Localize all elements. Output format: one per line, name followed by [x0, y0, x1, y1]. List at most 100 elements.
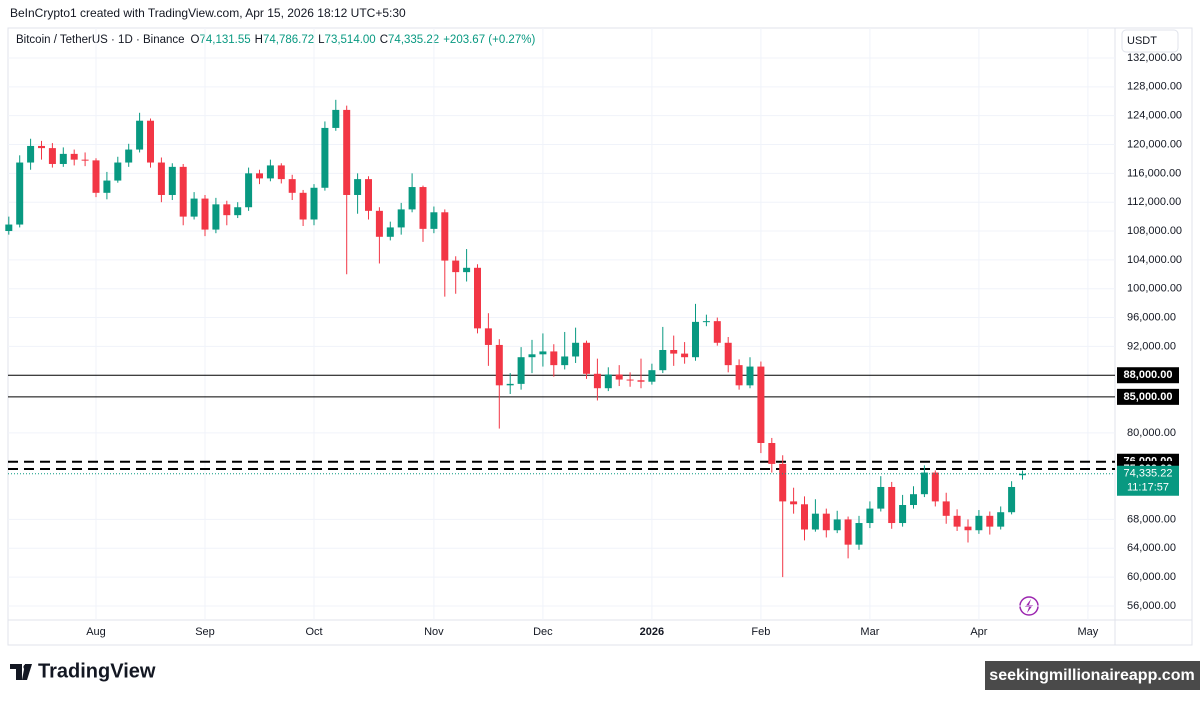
ohlc-value: 74,786.72	[263, 34, 314, 46]
credit: BeInCrypto1 created with TradingView.com…	[10, 6, 406, 20]
candle-body	[517, 357, 525, 384]
candle-body	[277, 165, 285, 180]
y-tick-label: 124,000.00	[1127, 110, 1182, 122]
candle-body	[484, 328, 492, 345]
candle-body	[452, 260, 460, 273]
candle-body	[332, 109, 340, 128]
currency-box	[1121, 29, 1179, 53]
candle-body	[430, 212, 438, 229]
candle-body	[942, 501, 950, 516]
candle-body	[648, 370, 656, 382]
candle-body	[931, 472, 939, 502]
y-tick-label: 104,000.00	[1127, 254, 1182, 266]
candle-body	[397, 209, 405, 228]
x-tick-label: Feb	[751, 626, 770, 638]
candle-body	[463, 267, 471, 273]
y-tick-label: 120,000.00	[1127, 138, 1182, 150]
x-tick-label: Nov	[424, 626, 444, 638]
candle-body	[212, 204, 220, 230]
candle-body	[593, 373, 601, 389]
candle-body	[550, 351, 558, 366]
candle-body	[844, 519, 852, 545]
candle-body	[801, 504, 808, 530]
candle-body	[997, 512, 1005, 527]
x-tick-label: Aug	[86, 626, 106, 638]
candle-body	[910, 494, 917, 506]
ohlc-key: H	[255, 34, 263, 46]
candle-body	[256, 173, 263, 179]
candle-body	[746, 366, 754, 386]
candle-body	[822, 513, 830, 531]
candle-body	[877, 486, 885, 509]
change: +203.67 (+0.27%)	[443, 34, 535, 46]
x-tick-label: May	[1078, 626, 1099, 638]
candle-body	[1019, 473, 1026, 476]
candle-body	[441, 212, 449, 261]
candle-body	[572, 342, 580, 357]
y-tick-label: 108,000.00	[1127, 225, 1182, 237]
ohlc-value: 74,131.55	[199, 34, 250, 46]
candle-body	[986, 515, 994, 527]
candle-body	[539, 351, 547, 355]
y-tick-label: 80,000.00	[1127, 427, 1176, 439]
y-tick-label: 116,000.00	[1127, 167, 1181, 179]
candle-body	[833, 519, 841, 531]
watermark-box	[985, 661, 1200, 690]
y-tick-label: 100,000.00	[1127, 283, 1182, 295]
candle-body	[310, 187, 318, 220]
last-price-label: 74,335.22	[1124, 468, 1173, 480]
candle-body	[964, 526, 972, 531]
candle-body	[147, 120, 154, 163]
x-tick-label: Dec	[533, 626, 553, 638]
candle-body	[855, 523, 863, 545]
ohlc-value: 74,335.22	[388, 34, 439, 46]
candle-body	[168, 166, 176, 195]
y-tick-label: 56,000.00	[1127, 600, 1176, 612]
candle-body	[757, 366, 765, 443]
candle-body	[474, 267, 481, 329]
candle-body	[343, 109, 351, 195]
candle-body	[288, 179, 296, 193]
candle-body	[920, 472, 928, 495]
candle-body	[779, 463, 787, 502]
level-label: 88,000.00	[1124, 369, 1173, 381]
candle-body	[103, 180, 111, 193]
ohlc-key: C	[380, 34, 388, 46]
ohlc-key: O	[191, 34, 200, 46]
candle-body	[681, 353, 689, 358]
candle-body	[136, 120, 144, 150]
x-tick-label: Sep	[195, 626, 215, 638]
candle-body	[692, 321, 699, 358]
candle-body	[975, 515, 983, 531]
candle-body	[223, 204, 231, 216]
y-tick-label: 64,000.00	[1127, 542, 1176, 554]
candle-body	[811, 513, 819, 530]
candle-body	[604, 374, 612, 389]
level-label-box	[1117, 388, 1179, 405]
candle-body	[38, 145, 45, 149]
x-tick-label: 2026	[640, 626, 664, 638]
x-tick-label: Apr	[970, 626, 987, 638]
candle-body	[266, 165, 274, 179]
level-label: 85,000.00	[1124, 391, 1173, 403]
candle-body	[506, 383, 514, 386]
candle-body	[561, 356, 569, 366]
logo-text: TradingView	[38, 660, 156, 682]
candle-body	[637, 380, 645, 382]
ohlc-key: L	[318, 34, 325, 46]
x-tick-label: Oct	[305, 626, 322, 638]
x-tick-label: Mar	[860, 626, 879, 638]
candle-body	[659, 349, 667, 371]
candle-body	[386, 227, 394, 237]
candle-body	[234, 207, 242, 216]
y-tick-label: 68,000.00	[1127, 513, 1176, 525]
candle-body	[157, 162, 165, 195]
candle-body	[299, 192, 307, 220]
candle-body	[702, 321, 710, 323]
candle-body	[27, 145, 35, 163]
candle-body	[888, 486, 896, 524]
candle-body	[354, 179, 362, 195]
symbol: Bitcoin / TetherUS · 1D · Binance	[16, 34, 185, 46]
candle-body	[735, 365, 743, 386]
